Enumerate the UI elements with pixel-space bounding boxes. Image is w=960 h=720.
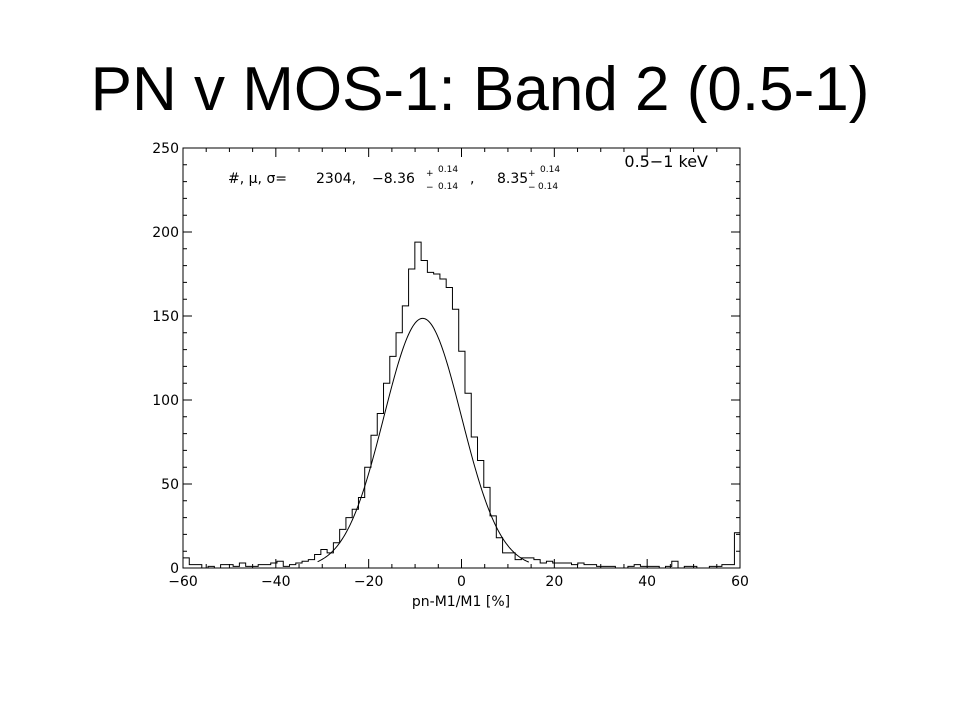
stats-separator: , [470,171,474,187]
histogram-series [183,241,740,569]
y-tick-label: 200 [152,225,179,241]
y-tick-label: 150 [152,309,179,325]
y-tick-label: 50 [161,477,179,493]
stats-sigma: 8.35 [497,171,528,187]
stats-label: #, μ, σ= [228,171,287,187]
stats-mu: −8.36 [372,171,415,187]
x-tick-label: −60 [168,574,198,590]
tick-marks [182,147,741,569]
stats-sigma-minus-sign: − [528,183,536,193]
x-tick-label: −20 [354,574,384,590]
stats-sigma-err-minus: 0.14 [538,182,558,192]
stats-annotation: #, μ, σ= 2304, −8.36 + − 0.14 0.14 , 8.3… [228,165,560,193]
axis-ticks [182,147,741,569]
stats-mu-plus-sign: + [426,169,434,179]
stats-mu-minus-sign: − [426,183,434,193]
y-tick-labels: 0 50 100 150 200 250 [152,141,179,577]
x-tick-label: 0 [457,574,466,590]
band-label: 0.5−1 keV [624,152,708,171]
stats-mu-err-minus: 0.14 [438,182,458,192]
plot-frame [182,147,741,569]
x-tick-label: 40 [638,574,656,590]
x-tick-label: 60 [731,574,749,590]
stats-sigma-err-plus: 0.14 [540,165,560,175]
stats-sigma-plus-sign: + [528,169,536,179]
x-axis-label: pn-M1/M1 [%] [412,594,510,610]
y-tick-label: 0 [170,561,179,577]
x-tick-labels: −60 −40 −20 0 20 40 60 [168,574,749,590]
x-tick-label: −40 [261,574,291,590]
stats-count: 2304, [316,171,356,187]
y-tick-label: 100 [152,393,179,409]
x-tick-label: 20 [545,574,563,590]
stats-mu-err-plus: 0.14 [438,165,458,175]
y-tick-label: 250 [152,141,179,157]
gaussian-fit-line [317,317,530,563]
slide-title: PN v MOS-1: Band 2 (0.5-1) [90,55,870,124]
